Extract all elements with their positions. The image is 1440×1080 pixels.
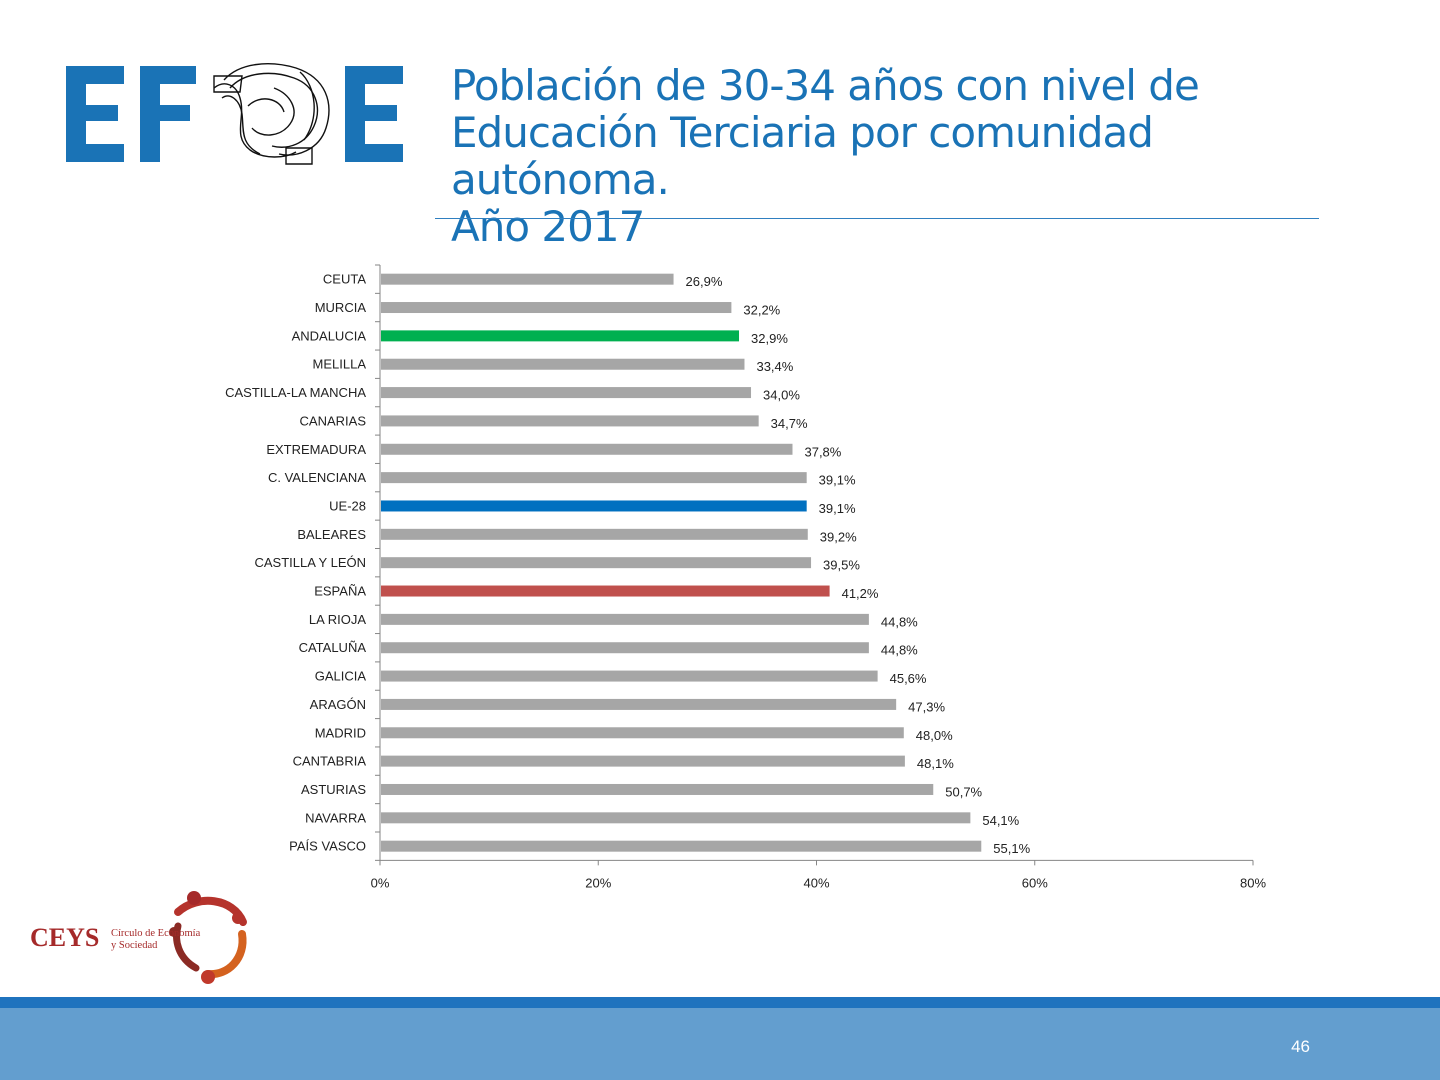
data-label: 41,2% [842, 586, 879, 601]
bar [381, 812, 971, 824]
data-label: 44,8% [881, 614, 918, 629]
bar [381, 670, 878, 682]
bar [381, 755, 905, 767]
category-label: ESPAÑA [314, 584, 366, 599]
efse-logo [66, 63, 403, 165]
x-tick-label: 80% [1240, 875, 1266, 890]
data-label: 50,7% [945, 784, 982, 799]
bar [381, 840, 982, 852]
x-tick-label: 60% [1022, 875, 1048, 890]
bar [381, 302, 732, 314]
category-label: ASTURIAS [301, 782, 366, 797]
bar [381, 557, 812, 569]
title-line-1: Población de 30-34 años con nivel de [451, 61, 1200, 110]
footer-accent-band [0, 997, 1440, 1008]
x-tick-label: 0% [371, 875, 390, 890]
category-label: UE-28 [329, 498, 366, 513]
data-label: 48,1% [917, 756, 954, 771]
data-label: 54,1% [982, 813, 1019, 828]
bar [381, 472, 807, 484]
bar [381, 585, 830, 597]
bar [381, 330, 740, 342]
footer-band [0, 1008, 1440, 1080]
bar [381, 273, 674, 285]
ceys-name-line-2: y Sociedad [111, 940, 158, 951]
category-label: CANARIAS [300, 413, 367, 428]
title-line-3: Año 2017 [451, 202, 645, 251]
data-label: 47,3% [908, 699, 945, 714]
category-label: CASTILLA Y LEÓN [254, 555, 366, 570]
page-number: 46 [1291, 1037, 1310, 1056]
title-divider [435, 218, 1319, 219]
data-label: 39,5% [823, 558, 860, 573]
bar [381, 727, 904, 739]
bar [381, 358, 745, 370]
bar [381, 613, 869, 625]
bar [381, 415, 759, 427]
category-label: ANDALUCIA [292, 328, 367, 343]
category-label: GALICIA [315, 669, 367, 684]
bar [381, 528, 808, 540]
category-label: MELILLA [313, 357, 367, 372]
data-label: 55,1% [993, 841, 1030, 856]
category-label: CANTABRIA [293, 754, 367, 769]
category-label: MADRID [315, 725, 366, 740]
data-label: 45,6% [890, 671, 927, 686]
category-label: CASTILLA-LA MANCHA [225, 385, 366, 400]
category-label: EXTREMADURA [266, 442, 366, 457]
data-label: 44,8% [881, 643, 918, 658]
data-label: 33,4% [756, 359, 793, 374]
data-label: 37,8% [804, 444, 841, 459]
category-label: NAVARRA [305, 810, 366, 825]
category-label: ARAGÓN [310, 697, 366, 712]
ceys-acronym: CEYS [30, 923, 99, 952]
data-label: 39,2% [820, 529, 857, 544]
category-label: MURCIA [315, 300, 367, 315]
data-label: 26,9% [686, 274, 723, 289]
data-label: 34,0% [763, 388, 800, 403]
category-label: CATALUÑA [299, 640, 367, 655]
category-label: BALEARES [297, 527, 366, 542]
tertiary-education-bar-chart: 0% 20% 40% 60% 80% CEUTA 26,9% MURCIA 32,2% ANDAL… [225, 264, 1266, 890]
bar [381, 443, 793, 455]
category-label: LA RIOJA [309, 612, 366, 627]
data-label: 39,1% [819, 501, 856, 516]
category-label: C. VALENCIANA [268, 470, 366, 485]
data-label: 32,2% [743, 303, 780, 318]
bar [381, 698, 897, 710]
ceys-people-ring-icon [169, 891, 247, 984]
category-label: CEUTA [323, 272, 366, 287]
bar [381, 783, 934, 795]
bar [381, 500, 807, 512]
title-line-2: Educación Terciaria por comunidad autóno… [451, 108, 1154, 204]
slide-title: Población de 30-34 años con nivel de Edu… [451, 62, 1351, 250]
category-label: PAÍS VASCO [289, 839, 366, 854]
ceys-logo: CEYS Círculo de Economía y Sociedad [30, 891, 247, 984]
x-tick-label: 40% [803, 875, 829, 890]
data-label: 39,1% [819, 473, 856, 488]
bar [381, 387, 752, 399]
data-label: 34,7% [771, 416, 808, 431]
bar [381, 642, 869, 654]
ceys-name-line-1: Círculo de Economía [111, 928, 201, 939]
data-label: 32,9% [751, 331, 788, 346]
x-tick-label: 20% [585, 875, 611, 890]
data-label: 48,0% [916, 728, 953, 743]
